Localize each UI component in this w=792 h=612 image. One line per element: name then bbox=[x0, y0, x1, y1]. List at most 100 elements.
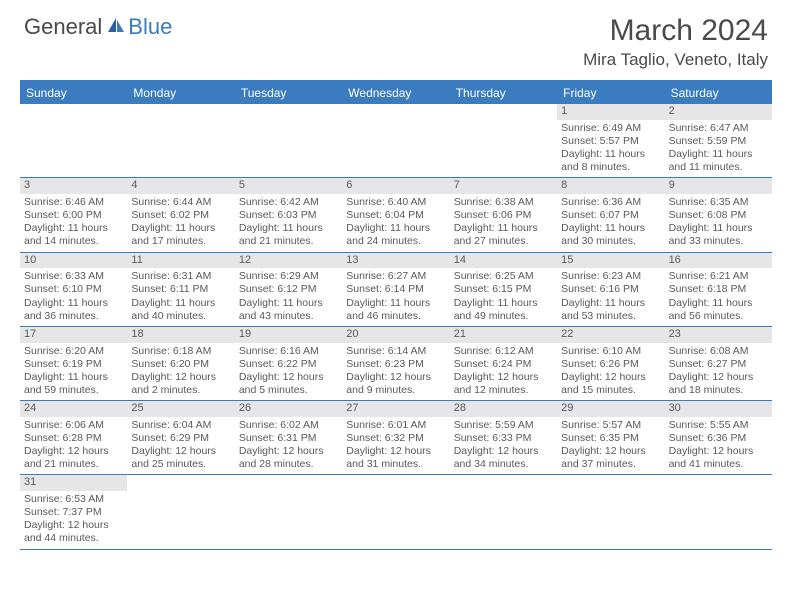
calendar-day: 26Sunrise: 6:02 AMSunset: 6:31 PMDayligh… bbox=[235, 401, 342, 474]
sunset-text: Sunset: 6:03 PM bbox=[239, 209, 338, 222]
day-number: 9 bbox=[665, 178, 772, 194]
daylight-text: Daylight: 12 hours and 2 minutes. bbox=[131, 371, 230, 397]
sunset-text: Sunset: 6:32 PM bbox=[346, 432, 445, 445]
daylight-text: Daylight: 12 hours and 5 minutes. bbox=[239, 371, 338, 397]
calendar-day bbox=[450, 475, 557, 548]
day-number: 19 bbox=[235, 327, 342, 343]
day-number: 13 bbox=[342, 253, 449, 269]
day-number: 25 bbox=[127, 401, 234, 417]
day-number: 27 bbox=[342, 401, 449, 417]
daylight-text: Daylight: 12 hours and 18 minutes. bbox=[669, 371, 768, 397]
sunset-text: Sunset: 6:02 PM bbox=[131, 209, 230, 222]
sunset-text: Sunset: 6:23 PM bbox=[346, 358, 445, 371]
calendar-week: 10Sunrise: 6:33 AMSunset: 6:10 PMDayligh… bbox=[20, 253, 772, 327]
day-number: 5 bbox=[235, 178, 342, 194]
calendar-day: 24Sunrise: 6:06 AMSunset: 6:28 PMDayligh… bbox=[20, 401, 127, 474]
month-title: March 2024 bbox=[583, 14, 768, 48]
sunset-text: Sunset: 6:04 PM bbox=[346, 209, 445, 222]
sunrise-text: Sunrise: 6:18 AM bbox=[131, 345, 230, 358]
sunset-text: Sunset: 6:20 PM bbox=[131, 358, 230, 371]
calendar-day: 4Sunrise: 6:44 AMSunset: 6:02 PMDaylight… bbox=[127, 178, 234, 251]
sunrise-text: Sunrise: 6:21 AM bbox=[669, 270, 768, 283]
day-number: 23 bbox=[665, 327, 772, 343]
daylight-text: Daylight: 12 hours and 44 minutes. bbox=[24, 519, 123, 545]
sunrise-text: Sunrise: 6:02 AM bbox=[239, 419, 338, 432]
calendar-week: 17Sunrise: 6:20 AMSunset: 6:19 PMDayligh… bbox=[20, 327, 772, 401]
sunset-text: Sunset: 6:22 PM bbox=[239, 358, 338, 371]
calendar-day bbox=[235, 475, 342, 548]
daylight-text: Daylight: 11 hours and 33 minutes. bbox=[669, 222, 768, 248]
sunset-text: Sunset: 6:26 PM bbox=[561, 358, 660, 371]
sunrise-text: Sunrise: 6:44 AM bbox=[131, 196, 230, 209]
calendar-day: 8Sunrise: 6:36 AMSunset: 6:07 PMDaylight… bbox=[557, 178, 664, 251]
sunrise-text: Sunrise: 6:53 AM bbox=[24, 493, 123, 506]
sunrise-text: Sunrise: 6:36 AM bbox=[561, 196, 660, 209]
calendar-day: 2Sunrise: 6:47 AMSunset: 5:59 PMDaylight… bbox=[665, 104, 772, 177]
sunset-text: Sunset: 6:07 PM bbox=[561, 209, 660, 222]
sunrise-text: Sunrise: 5:59 AM bbox=[454, 419, 553, 432]
sunset-text: Sunset: 6:27 PM bbox=[669, 358, 768, 371]
day-number: 24 bbox=[20, 401, 127, 417]
calendar-day bbox=[342, 475, 449, 548]
title-block: March 2024 Mira Taglio, Veneto, Italy bbox=[583, 14, 768, 70]
daylight-text: Daylight: 12 hours and 34 minutes. bbox=[454, 445, 553, 471]
day-number: 10 bbox=[20, 253, 127, 269]
weekday-header: Monday bbox=[127, 82, 234, 104]
calendar-day: 17Sunrise: 6:20 AMSunset: 6:19 PMDayligh… bbox=[20, 327, 127, 400]
sunrise-text: Sunrise: 6:16 AM bbox=[239, 345, 338, 358]
calendar: SundayMondayTuesdayWednesdayThursdayFrid… bbox=[20, 80, 772, 550]
calendar-week: 1Sunrise: 6:49 AMSunset: 5:57 PMDaylight… bbox=[20, 104, 772, 178]
day-number: 22 bbox=[557, 327, 664, 343]
calendar-day bbox=[20, 104, 127, 177]
weekday-header: Thursday bbox=[450, 82, 557, 104]
sunrise-text: Sunrise: 6:12 AM bbox=[454, 345, 553, 358]
sunset-text: Sunset: 6:28 PM bbox=[24, 432, 123, 445]
sunrise-text: Sunrise: 5:55 AM bbox=[669, 419, 768, 432]
sunrise-text: Sunrise: 6:01 AM bbox=[346, 419, 445, 432]
weekday-header: Friday bbox=[557, 82, 664, 104]
day-number: 30 bbox=[665, 401, 772, 417]
sunrise-text: Sunrise: 6:06 AM bbox=[24, 419, 123, 432]
location: Mira Taglio, Veneto, Italy bbox=[583, 50, 768, 70]
daylight-text: Daylight: 11 hours and 43 minutes. bbox=[239, 297, 338, 323]
daylight-text: Daylight: 11 hours and 8 minutes. bbox=[561, 148, 660, 174]
sunset-text: Sunset: 6:12 PM bbox=[239, 283, 338, 296]
daylight-text: Daylight: 11 hours and 56 minutes. bbox=[669, 297, 768, 323]
calendar-day: 20Sunrise: 6:14 AMSunset: 6:23 PMDayligh… bbox=[342, 327, 449, 400]
calendar-day: 15Sunrise: 6:23 AMSunset: 6:16 PMDayligh… bbox=[557, 253, 664, 326]
sunset-text: Sunset: 6:36 PM bbox=[669, 432, 768, 445]
sunrise-text: Sunrise: 6:47 AM bbox=[669, 122, 768, 135]
day-number: 6 bbox=[342, 178, 449, 194]
sunset-text: Sunset: 6:18 PM bbox=[669, 283, 768, 296]
logo-text-1: General bbox=[24, 14, 102, 40]
daylight-text: Daylight: 12 hours and 41 minutes. bbox=[669, 445, 768, 471]
day-number: 26 bbox=[235, 401, 342, 417]
calendar-day: 7Sunrise: 6:38 AMSunset: 6:06 PMDaylight… bbox=[450, 178, 557, 251]
sunset-text: Sunset: 6:16 PM bbox=[561, 283, 660, 296]
calendar-day: 1Sunrise: 6:49 AMSunset: 5:57 PMDaylight… bbox=[557, 104, 664, 177]
calendar-day: 31 Sunrise: 6:53 AMSunset: 7:37 PMDayligh… bbox=[20, 475, 127, 548]
calendar-day: 18Sunrise: 6:18 AMSunset: 6:20 PMDayligh… bbox=[127, 327, 234, 400]
sunrise-text: Sunrise: 6:31 AM bbox=[131, 270, 230, 283]
sunset-text: Sunset: 6:29 PM bbox=[131, 432, 230, 445]
logo-text-2: Blue bbox=[128, 14, 172, 40]
calendar-day: 5Sunrise: 6:42 AMSunset: 6:03 PMDaylight… bbox=[235, 178, 342, 251]
calendar-day: 27Sunrise: 6:01 AMSunset: 6:32 PMDayligh… bbox=[342, 401, 449, 474]
calendar-day: 12Sunrise: 6:29 AMSunset: 6:12 PMDayligh… bbox=[235, 253, 342, 326]
day-number: 8 bbox=[557, 178, 664, 194]
calendar-day: 25Sunrise: 6:04 AMSunset: 6:29 PMDayligh… bbox=[127, 401, 234, 474]
calendar-day bbox=[450, 104, 557, 177]
daylight-text: Daylight: 12 hours and 9 minutes. bbox=[346, 371, 445, 397]
sunrise-text: Sunrise: 6:10 AM bbox=[561, 345, 660, 358]
sunrise-text: Sunrise: 6:40 AM bbox=[346, 196, 445, 209]
day-number: 31 bbox=[20, 475, 127, 491]
sunrise-text: Sunrise: 6:46 AM bbox=[24, 196, 123, 209]
day-number: 16 bbox=[665, 253, 772, 269]
sunrise-text: Sunrise: 6:08 AM bbox=[669, 345, 768, 358]
sunset-text: Sunset: 6:33 PM bbox=[454, 432, 553, 445]
daylight-text: Daylight: 11 hours and 11 minutes. bbox=[669, 148, 768, 174]
weekday-header-row: SundayMondayTuesdayWednesdayThursdayFrid… bbox=[20, 82, 772, 104]
sunset-text: Sunset: 6:24 PM bbox=[454, 358, 553, 371]
calendar-day: 28Sunrise: 5:59 AMSunset: 6:33 PMDayligh… bbox=[450, 401, 557, 474]
sunset-text: Sunset: 7:37 PM bbox=[24, 506, 123, 519]
